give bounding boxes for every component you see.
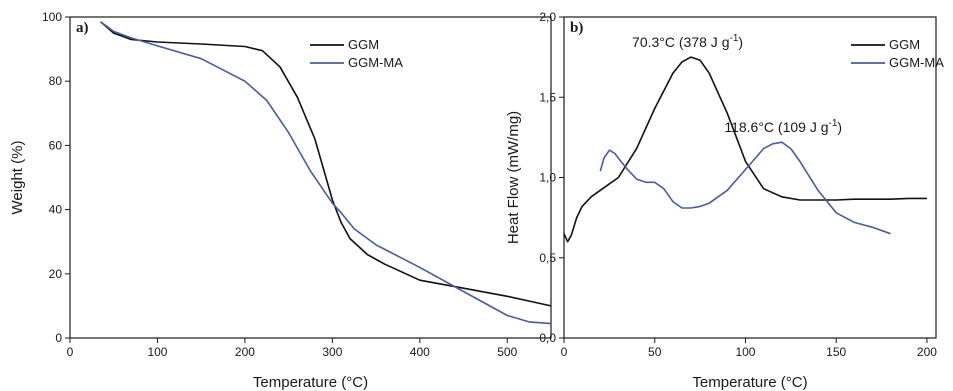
y-tick-label: 40 [49, 203, 63, 217]
plot-frame [69, 16, 552, 339]
x-tick-label: 0 [67, 345, 74, 359]
series-line-ggm-ma [599, 141, 891, 235]
y-tick-label: 0,0 [539, 331, 556, 345]
plot-frame [563, 16, 937, 339]
y-axis-title: Heat Flow (mW/mg) [505, 111, 522, 244]
panel-a-weight-chart: 0 100 200 300 400 500 0 20 40 60 80 100 Temperature … [9, 10, 552, 391]
annotation-text: 70.3°C (378 J g [632, 34, 729, 50]
y-tick-label: 2,0 [539, 10, 556, 24]
x-tick-label: 500 [497, 345, 517, 359]
y-tick-label: 20 [49, 267, 63, 281]
panel-label: b) [570, 20, 583, 36]
annotation-suffix: ) [738, 34, 743, 50]
x-tick-label: 100 [147, 345, 167, 359]
legend-label: GGM-MA [889, 55, 944, 70]
y-tick-label: 100 [42, 10, 62, 24]
x-tick-label: 200 [917, 345, 937, 359]
y-tick-label: 0 [55, 331, 62, 345]
x-tick-label: 0 [561, 345, 568, 359]
annotation-suffix: ) [837, 119, 842, 135]
x-axis-title: Temperature (°C) [253, 374, 368, 391]
y-axis-title: Weight (%) [9, 141, 26, 215]
x-tick-label: 100 [735, 345, 755, 359]
annotation-text: 118.6°C (109 J g [724, 119, 828, 135]
y-tick-label: 1,5 [539, 90, 556, 104]
annotation-superscript: -1 [829, 118, 838, 129]
peak-annotation: 118.6°C (109 J g-1) [724, 118, 842, 135]
x-tick-label: 50 [648, 345, 662, 359]
peak-annotation: 70.3°C (378 J g-1) [632, 33, 743, 50]
x-tick-label: 400 [410, 345, 430, 359]
panel-b-heat-flow-chart: 0 50 100 150 200 0,0 0,5 1,0 1,5 2,0 Temperature (… [505, 10, 944, 391]
series-line-ggm-ma [100, 21, 552, 325]
series-line-ggm [563, 56, 927, 243]
y-tick-label: 0,5 [539, 251, 556, 265]
y-tick-label: 80 [49, 74, 63, 88]
series-line-ggm [100, 21, 552, 307]
legend-label: GGM-MA [348, 55, 403, 70]
x-axis-title: Temperature (°C) [692, 374, 807, 391]
legend-label: GGM [348, 37, 379, 52]
legend-label: GGM [889, 37, 920, 52]
panel-label: a) [76, 20, 89, 36]
x-tick-label: 300 [322, 345, 342, 359]
y-tick-label: 60 [49, 138, 63, 152]
y-tick-label: 1,0 [539, 171, 556, 185]
x-tick-label: 150 [826, 345, 846, 359]
annotation-superscript: -1 [729, 33, 738, 44]
x-tick-label: 200 [235, 345, 255, 359]
